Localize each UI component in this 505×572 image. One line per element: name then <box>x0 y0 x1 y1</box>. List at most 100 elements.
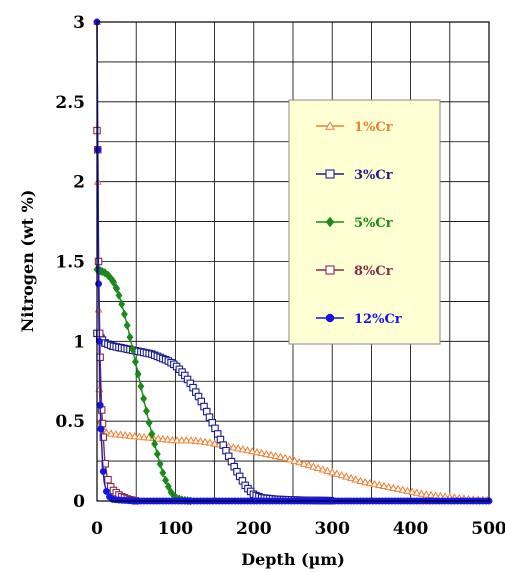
data-point <box>94 146 102 154</box>
data-point <box>417 489 426 497</box>
data-point <box>356 476 365 484</box>
data-point <box>111 430 120 438</box>
data-point <box>162 475 170 485</box>
data-point <box>389 483 398 491</box>
data-point <box>384 482 393 491</box>
data-point <box>151 439 159 449</box>
data-point <box>118 299 126 309</box>
data-point <box>154 434 163 442</box>
data-point <box>281 453 290 461</box>
x-tick-label: 300 <box>314 519 350 539</box>
data-point <box>134 369 142 379</box>
legend-label: 12%Cr <box>354 312 402 327</box>
y-tick-label: 0 <box>73 492 85 512</box>
data-point <box>123 320 131 330</box>
data-point <box>116 430 125 438</box>
legend-items: 1%Cr 3%Cr 5%Cr 8%Cr 12%Cr <box>316 120 402 327</box>
data-point <box>156 459 164 469</box>
data-point <box>148 429 156 439</box>
data-point <box>243 445 252 454</box>
data-point <box>276 452 285 460</box>
data-point <box>172 436 182 444</box>
data-point <box>325 265 335 275</box>
x-tick-label: 100 <box>158 519 194 539</box>
data-point <box>158 434 167 443</box>
legend-label: 5%Cr <box>354 216 393 231</box>
data-point <box>99 468 107 475</box>
legend: 1%Cr 3%Cr 5%Cr 8%Cr 12%Cr <box>288 99 441 345</box>
data-point <box>257 448 266 457</box>
x-tick-label: 0 <box>91 519 103 539</box>
x-tick-label: 400 <box>393 519 429 539</box>
legend-item: 1%Cr <box>316 120 393 135</box>
data-point <box>95 280 103 288</box>
data-point <box>95 337 103 345</box>
data-point <box>412 488 421 496</box>
legend-box <box>288 99 441 345</box>
y-tick-label: 3 <box>73 13 85 33</box>
data-point <box>426 490 436 499</box>
data-point <box>234 444 243 452</box>
data-point <box>323 466 332 474</box>
series-5pct-cr <box>93 264 194 506</box>
data-point <box>107 429 116 437</box>
legend-item: 12%Cr <box>316 312 402 327</box>
x-axis-title: Depth (µm) <box>241 550 345 569</box>
data-point <box>104 475 112 484</box>
data-point <box>271 451 280 460</box>
data-point <box>325 313 335 323</box>
data-point <box>394 484 403 492</box>
data-point <box>142 406 150 416</box>
data-point <box>129 344 137 355</box>
data-point <box>403 486 412 494</box>
y-tick-label: 2.5 <box>55 93 85 113</box>
data-point <box>97 425 105 433</box>
data-point <box>131 357 139 367</box>
legend-label: 1%Cr <box>354 120 393 135</box>
data-point <box>102 487 110 495</box>
data-point <box>262 449 271 458</box>
y-tick-label: 2 <box>73 173 85 193</box>
data-point <box>351 475 360 483</box>
data-point <box>159 468 167 478</box>
data-point <box>266 450 276 459</box>
data-point <box>314 463 323 472</box>
y-tick-label: 0.5 <box>55 412 85 432</box>
data-point <box>140 394 148 404</box>
data-point <box>196 437 205 445</box>
plot-frame <box>96 21 490 502</box>
data-point <box>112 283 120 293</box>
data-point <box>398 485 407 493</box>
data-point <box>177 436 186 444</box>
data-point <box>422 490 431 498</box>
data-point <box>325 120 335 130</box>
data-point <box>191 436 200 444</box>
data-point <box>126 332 134 342</box>
data-point <box>121 430 130 439</box>
data-point <box>342 472 351 480</box>
y-tick-label: 1 <box>73 332 85 352</box>
data-point <box>285 455 294 463</box>
data-point <box>109 277 117 287</box>
data-point <box>164 482 172 492</box>
x-tick-labels: 0 100 200 300 400 500 <box>91 519 505 539</box>
legend-item: 5%Cr <box>316 216 393 231</box>
data-point <box>325 169 335 179</box>
data-point <box>238 445 247 453</box>
data-point <box>309 462 318 470</box>
data-point <box>201 437 210 445</box>
data-point <box>229 443 238 451</box>
x-tick-label: 200 <box>236 519 272 539</box>
data-point <box>153 449 161 459</box>
data-point <box>125 431 134 439</box>
data-point <box>299 459 309 467</box>
legend-item: 8%Cr <box>316 264 393 279</box>
data-point <box>290 456 299 464</box>
data-point <box>130 431 139 440</box>
data-point <box>137 381 145 391</box>
data-point <box>370 479 379 488</box>
data-point <box>365 478 374 487</box>
data-point <box>375 480 384 489</box>
data-point <box>248 446 257 455</box>
